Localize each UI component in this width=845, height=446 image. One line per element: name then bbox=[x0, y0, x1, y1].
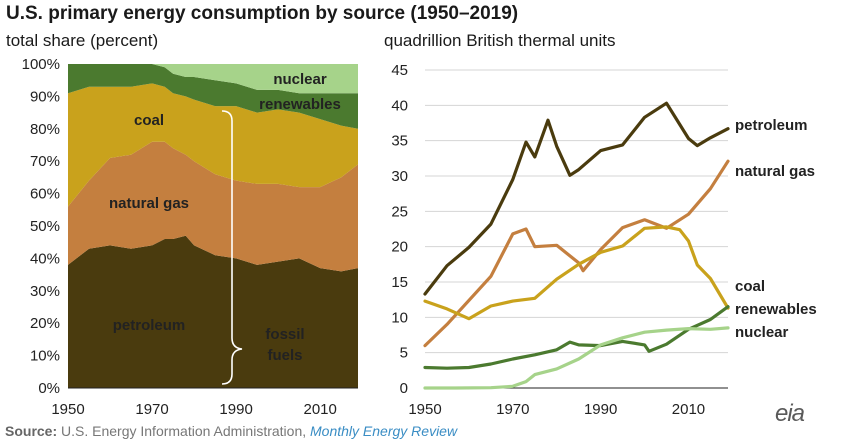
right-y-tick-label: 25 bbox=[391, 203, 408, 220]
left-y-tick-label: 90% bbox=[30, 88, 60, 105]
right-x-tick-label: 1990 bbox=[584, 401, 617, 418]
source-label: Source: bbox=[5, 423, 58, 439]
share-area-petroleum bbox=[68, 235, 358, 388]
label-nuclear-share: nuclear bbox=[273, 71, 327, 88]
share-area-natural_gas bbox=[68, 141, 358, 272]
source-publication[interactable]: Monthly Energy Review bbox=[310, 423, 458, 439]
right-y-tick-label: 35 bbox=[391, 133, 408, 150]
right-x-tick-label: 2010 bbox=[672, 401, 705, 418]
line-series-renewables bbox=[423, 305, 730, 370]
label-renewables-share: renewables bbox=[259, 96, 341, 113]
line-series-coal bbox=[423, 225, 730, 321]
left-y-tick-label: 100% bbox=[22, 56, 60, 73]
label-coal-share: coal bbox=[134, 112, 164, 129]
source-note: Source: U.S. Energy Information Administ… bbox=[5, 423, 457, 439]
eia-logo: eia bbox=[775, 400, 805, 427]
line-series-nuclear bbox=[423, 326, 730, 390]
share-area-renewables bbox=[68, 64, 358, 129]
share-area-coal bbox=[68, 83, 358, 207]
left-y-tick-label: 10% bbox=[30, 348, 60, 365]
left-y-tick-label: 50% bbox=[30, 218, 60, 235]
right-y-tick-label: 20 bbox=[391, 239, 408, 256]
label-natural-gas-line: natural gas bbox=[735, 163, 815, 180]
left-x-tick-label: 1950 bbox=[51, 401, 84, 418]
left-y-tick-label: 70% bbox=[30, 153, 60, 170]
left-x-tick-label: 2010 bbox=[303, 401, 336, 418]
label-petroleum-share: petroleum bbox=[113, 317, 186, 334]
label-nuclear-line: nuclear bbox=[735, 324, 789, 341]
left-y-tick-label: 0% bbox=[38, 380, 60, 397]
share-area-nuclear bbox=[68, 64, 358, 94]
right-y-tick-label: 15 bbox=[391, 274, 408, 291]
label-natural-gas-share: natural gas bbox=[109, 195, 189, 212]
line-series-petroleum bbox=[423, 101, 730, 296]
left-x-tick-label: 1970 bbox=[135, 401, 168, 418]
fossil-fuels-brace bbox=[221, 110, 243, 385]
left-y-tick-label: 30% bbox=[30, 283, 60, 300]
right-y-tick-label: 0 bbox=[400, 380, 408, 397]
left-chart-subtitle: total share (percent) bbox=[6, 31, 159, 50]
right-y-tick-label: 40 bbox=[391, 97, 408, 114]
left-y-tick-label: 60% bbox=[30, 186, 60, 203]
right-x-tick-label: 1970 bbox=[496, 401, 529, 418]
label-petroleum-line: petroleum bbox=[735, 117, 808, 134]
label-renewables-line: renewables bbox=[735, 301, 817, 318]
right-x-tick-label: 1950 bbox=[408, 401, 441, 418]
left-y-tick-label: 80% bbox=[30, 121, 60, 138]
right-y-tick-label: 10 bbox=[391, 309, 408, 326]
label-fuels-share: fuels bbox=[267, 347, 302, 364]
left-x-tick-label: 1990 bbox=[219, 401, 252, 418]
source-text: U.S. Energy Information Administration, bbox=[61, 423, 307, 439]
right-y-tick-label: 30 bbox=[391, 168, 408, 185]
right-y-tick-label: 5 bbox=[400, 345, 408, 362]
left-y-tick-label: 40% bbox=[30, 250, 60, 267]
left-y-tick-label: 20% bbox=[30, 315, 60, 332]
label-coal-line: coal bbox=[735, 278, 765, 295]
page-title: U.S. primary energy consumption by sourc… bbox=[6, 3, 519, 24]
label-fossil-share: fossil bbox=[265, 326, 304, 343]
right-chart-subtitle: quadrillion British thermal units bbox=[384, 31, 616, 50]
right-y-tick-label: 45 bbox=[391, 62, 408, 79]
